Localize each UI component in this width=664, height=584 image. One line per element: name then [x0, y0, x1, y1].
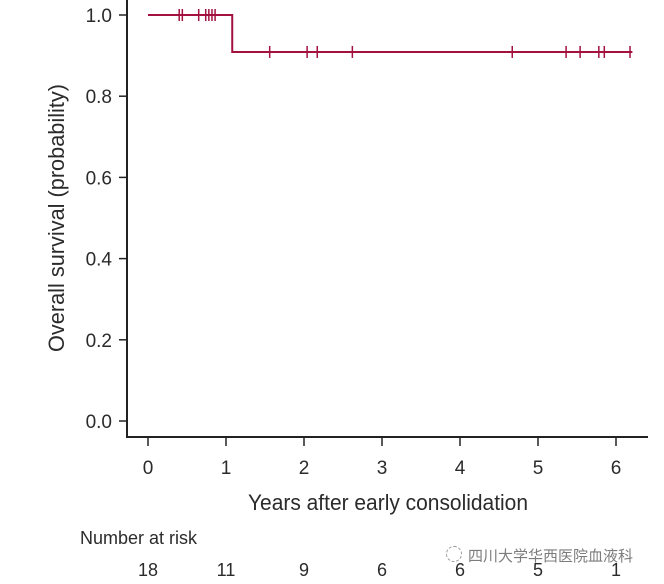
risk-count: 6	[455, 560, 465, 580]
watermark: 四川大学华西医院血液科	[468, 547, 634, 565]
y-tick-label: 0.2	[86, 331, 112, 352]
y-tick-label: 0.0	[86, 412, 112, 433]
x-tick-label: 1	[221, 458, 232, 479]
y-tick-label: 0.8	[86, 87, 112, 108]
x-tick-label: 2	[299, 458, 310, 479]
x-tick-label: 6	[611, 458, 622, 479]
survival-curve	[148, 14, 633, 53]
risk-count: 6	[377, 560, 387, 580]
x-axis-title: Years after early consolidation	[248, 490, 528, 515]
y-tick-label: 1.0	[86, 6, 112, 27]
x-tick-label: 3	[377, 458, 388, 479]
risk-count: 1	[611, 560, 621, 580]
x-tick-label: 0	[143, 458, 154, 479]
risk-count: 18	[138, 560, 158, 580]
y-tick-label: 0.4	[86, 250, 113, 271]
risk-count: 5	[533, 560, 543, 580]
risk-count: 9	[299, 560, 309, 580]
wechat-icon	[446, 546, 462, 562]
x-tick-label: 5	[533, 458, 544, 479]
y-tick-label: 0.6	[86, 168, 112, 189]
risk-count: 11	[217, 560, 236, 580]
x-tick-label: 4	[455, 458, 466, 479]
risk-table-title: Number at risk	[80, 528, 198, 548]
y-axis-title: Overall survival (probability)	[44, 84, 69, 352]
